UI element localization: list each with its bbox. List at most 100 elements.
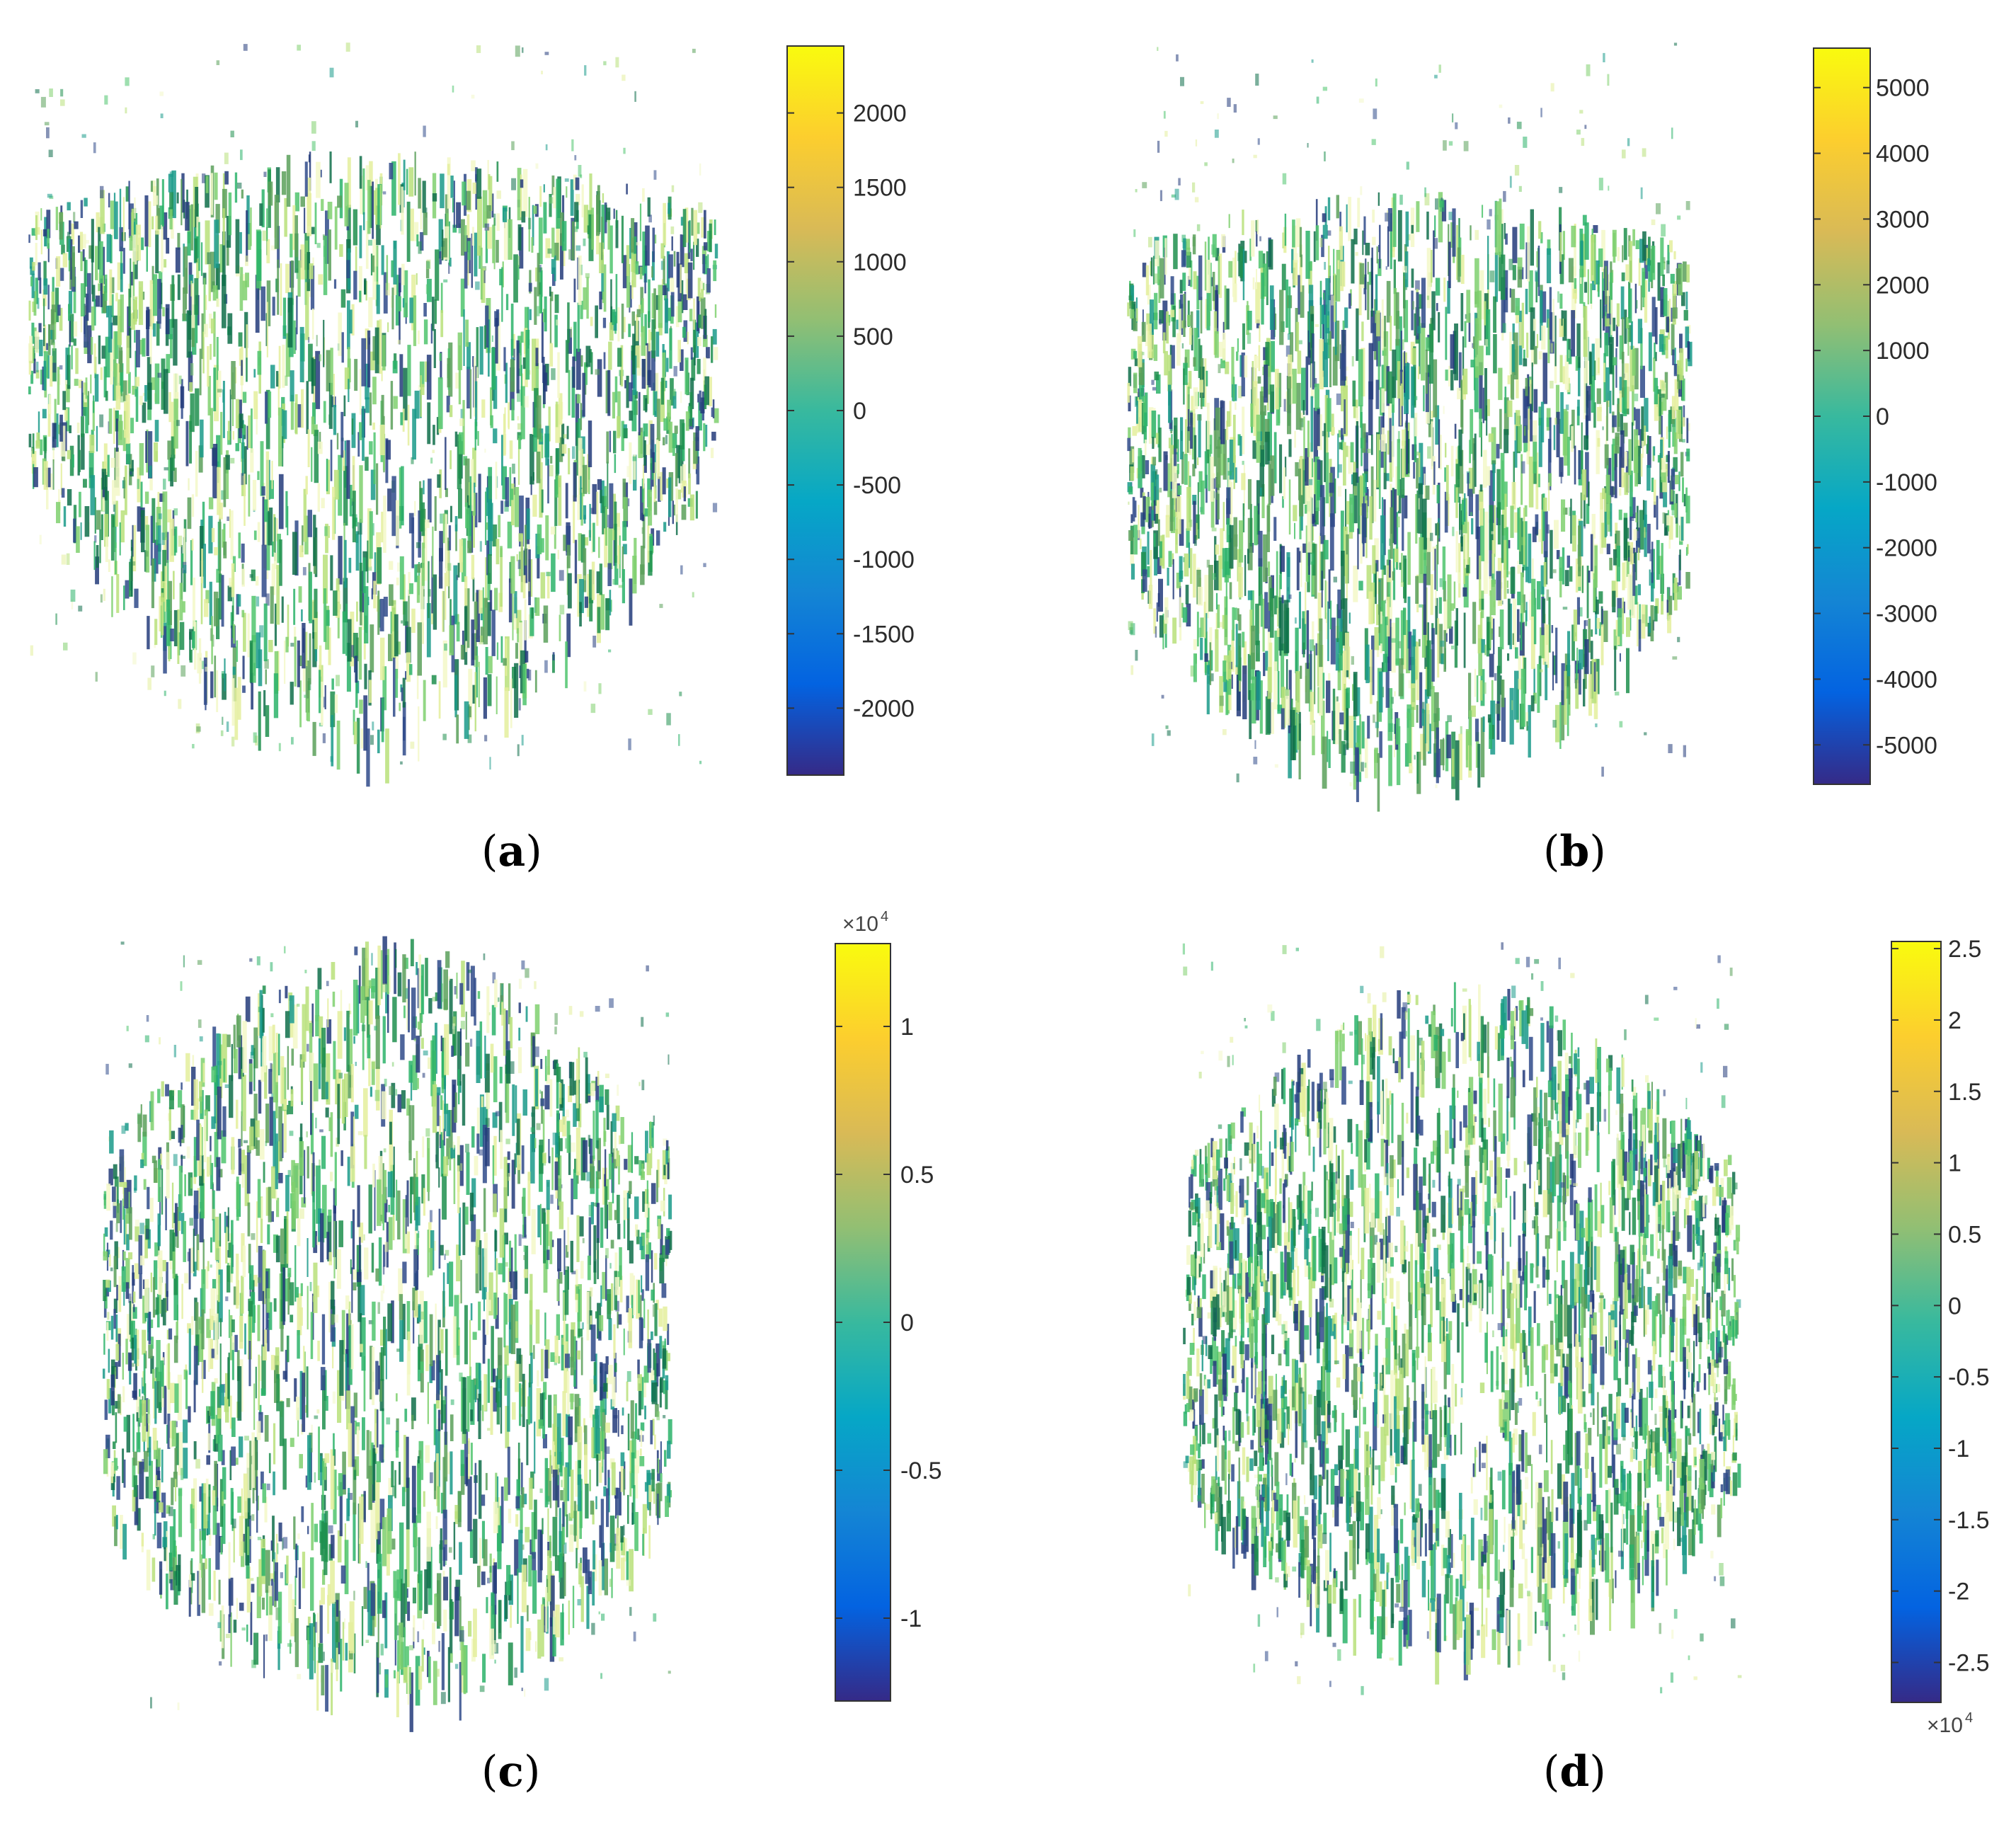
cloud-stem (203, 657, 207, 705)
cloud-stem (626, 264, 631, 308)
cloud-stem (1294, 253, 1299, 263)
cloud-stem (209, 314, 212, 328)
cloud-stem (712, 503, 718, 512)
cloud-stem (495, 318, 498, 364)
cloud-stem (440, 282, 443, 314)
cloud-stem (485, 647, 488, 675)
cloud-stem (1447, 574, 1452, 629)
cloud-stem (119, 522, 121, 556)
cloud-stem (1685, 546, 1688, 556)
cloud-stem (1507, 400, 1513, 418)
cloud-stem (447, 357, 451, 388)
cloud-stem (1227, 98, 1231, 107)
cloud-stem (1130, 514, 1133, 523)
cloud-stem (1261, 483, 1265, 518)
cloud-stem (1552, 651, 1554, 691)
cloud-stem (1424, 474, 1426, 500)
cloud-stem (714, 304, 717, 318)
cloud-stem (1331, 295, 1335, 306)
cloud-stem (1576, 323, 1581, 368)
cloud-stem (489, 757, 491, 770)
cloud-stem (1185, 239, 1190, 250)
cloud-stem (299, 545, 304, 558)
cloud-stem (1172, 617, 1177, 644)
cloud-stem (1403, 607, 1407, 635)
cloud-stem (1545, 645, 1548, 665)
cloud-stem (1472, 336, 1476, 349)
cloud-stem (1292, 219, 1295, 248)
cloud-stem (161, 358, 166, 410)
cloud-stem (524, 548, 528, 583)
cloud-stem (40, 208, 42, 221)
cloud-stem (1310, 442, 1313, 498)
cloud-stem (57, 304, 61, 316)
cloud-stem (363, 212, 365, 231)
cloud-stem (368, 680, 372, 703)
cloud-stem (347, 619, 352, 662)
cloud-stem (107, 454, 110, 477)
cloud-stem (1363, 216, 1366, 245)
cloud-stem (464, 606, 468, 665)
cloud-stem (316, 335, 318, 347)
cloud-stem (1542, 598, 1546, 624)
cloud-stem (1425, 667, 1428, 696)
cloud-stem (1190, 311, 1193, 336)
cloud-stem (483, 677, 487, 719)
cloud-stem (1479, 362, 1483, 419)
cloud-stem (495, 462, 498, 500)
cloud-stem (467, 252, 469, 286)
cloud-stem (511, 399, 515, 420)
cloud-stem (609, 225, 613, 274)
cloud-stem (474, 232, 478, 277)
cloud-stem (680, 234, 682, 265)
cloud-stem (1480, 422, 1482, 457)
cloud-stem (1574, 278, 1577, 294)
cloud-stem (447, 157, 451, 209)
cloud-stem (522, 575, 526, 599)
cloud-stem (1470, 360, 1475, 367)
cloud-stem (1435, 405, 1440, 445)
cloud-stem (473, 498, 475, 548)
cloud-stem (40, 229, 42, 255)
cloud-stem (484, 223, 490, 231)
cloud-stem (1473, 348, 1476, 391)
cloud-stem (1293, 260, 1298, 286)
cloud-stem (71, 454, 74, 468)
cloud-stem (1615, 533, 1617, 544)
cloud-stem (115, 292, 118, 302)
cloud-stem (1167, 355, 1172, 391)
cloud-stem (1150, 464, 1156, 500)
cloud-stem (1600, 299, 1602, 348)
cloud-stem (246, 195, 250, 234)
cloud-stem (1668, 414, 1671, 448)
cloud-stem (256, 575, 259, 586)
cloud-stem (247, 613, 250, 658)
cloud-stem (639, 203, 642, 241)
cloud-stem (1428, 419, 1433, 437)
cloud-stem (241, 543, 245, 563)
cloud-stem (1474, 668, 1477, 697)
cloud-stem (167, 509, 172, 522)
cloud-stem (1663, 261, 1666, 270)
cloud-stem (650, 331, 652, 340)
cloud-stem (1571, 225, 1576, 248)
cloud-stem (1671, 396, 1676, 419)
cloud-stem (38, 323, 42, 333)
cloud-stem (363, 695, 368, 751)
cloud-stem (222, 231, 226, 287)
cloud-stem (290, 260, 294, 305)
cloud-stem (1242, 210, 1244, 236)
cloud-stem (176, 192, 179, 204)
cloud-stem (1660, 237, 1664, 276)
cloud-stem (617, 416, 620, 439)
cloud-stem (612, 578, 615, 585)
cloud-stem (216, 337, 219, 380)
cloud-stem (334, 694, 338, 714)
cloud-stem (628, 323, 631, 338)
cloud-stem (608, 649, 612, 653)
cloud-stem (555, 448, 559, 495)
cloud-stem (1299, 244, 1302, 292)
cloud-stem (584, 65, 587, 76)
cloud-stem (374, 190, 376, 215)
cloud-stem (1295, 617, 1297, 624)
